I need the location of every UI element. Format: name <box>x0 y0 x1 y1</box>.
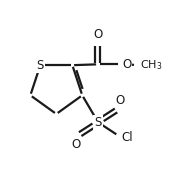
Text: O: O <box>93 28 102 41</box>
Text: S: S <box>37 59 44 72</box>
Text: CH$_3$: CH$_3$ <box>140 58 163 72</box>
Text: O: O <box>115 94 125 107</box>
Text: O: O <box>71 138 80 151</box>
Text: S: S <box>94 116 102 129</box>
Text: O: O <box>122 58 132 71</box>
Text: Cl: Cl <box>121 131 133 144</box>
